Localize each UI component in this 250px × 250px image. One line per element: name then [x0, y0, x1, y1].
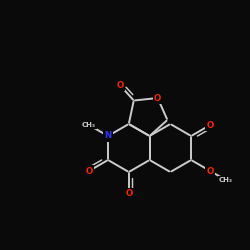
- Text: CH₃: CH₃: [82, 122, 96, 128]
- Text: O: O: [206, 120, 214, 130]
- Text: O: O: [154, 94, 161, 102]
- Text: O: O: [85, 166, 92, 175]
- Text: O: O: [117, 81, 124, 90]
- Text: N: N: [104, 132, 112, 140]
- Text: O: O: [206, 166, 214, 175]
- Text: O: O: [125, 190, 132, 198]
- Text: CH₃: CH₃: [219, 177, 233, 183]
